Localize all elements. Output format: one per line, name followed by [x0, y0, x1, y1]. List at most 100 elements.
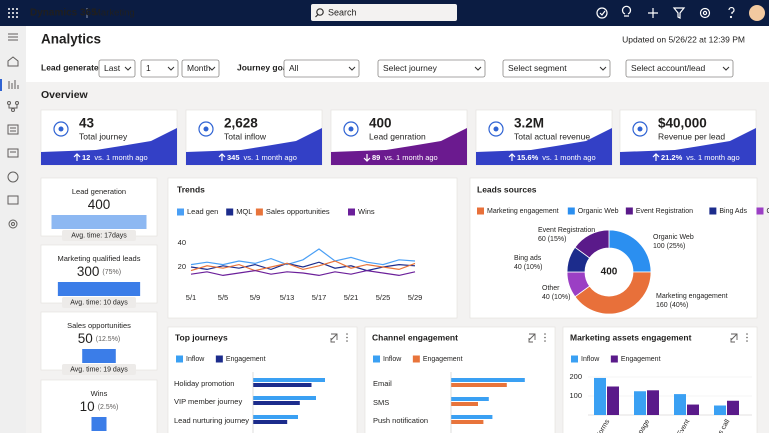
trends-card [167, 177, 458, 319]
funnel-bar [91, 417, 107, 431]
legend-swatch [176, 355, 183, 363]
kpi-icon [488, 121, 504, 137]
donut-total: 400 [601, 267, 618, 278]
updated-time: Updated on 5/26/22 at 12:39 PM [622, 34, 745, 44]
more-dot[interactable] [746, 340, 748, 342]
kpi-value: 400 [369, 116, 392, 131]
dropdown[interactable] [377, 59, 486, 78]
more-dot[interactable] [544, 336, 546, 339]
category-label: Email [373, 379, 392, 388]
avatar[interactable] [749, 5, 765, 21]
slice-name: Marketing engagement [656, 293, 728, 300]
dropdown-chevron [167, 66, 175, 71]
dropdown[interactable] [625, 59, 734, 78]
kpi-comparison: vs. 1 month ago [94, 153, 147, 162]
bar [253, 401, 300, 405]
kpi-label: Lead genration [369, 131, 426, 141]
bar [253, 420, 288, 424]
more-dot[interactable] [746, 336, 748, 339]
kpi-icon [632, 121, 648, 137]
legend-label: Inflow [383, 356, 402, 363]
funnel-bar [82, 349, 116, 363]
dropdown-value: Select segment [508, 63, 567, 73]
dropdown-value: Last [104, 63, 121, 73]
kpi-label: Total inflow [224, 131, 267, 141]
dropdown[interactable] [98, 59, 136, 78]
nav-icons[interactable] [7, 33, 19, 229]
kpi-change-value: 345 [227, 153, 240, 162]
bar [451, 378, 525, 382]
bar [687, 404, 699, 415]
expand-icon[interactable] [730, 333, 738, 343]
slice-name: Organic Web [653, 234, 694, 241]
search-box[interactable] [311, 4, 457, 21]
legend-swatch [348, 208, 355, 216]
more-dot[interactable] [346, 336, 348, 339]
category-label: VIP member journey [174, 397, 242, 406]
bar [451, 415, 493, 419]
slice-value: 60 (15%) [538, 236, 566, 243]
more-dot[interactable] [544, 340, 546, 342]
funnel-value: 400 [88, 197, 111, 212]
kpi-change: 89 vs. 1 month ago [372, 153, 438, 162]
slice-name: Other [542, 285, 560, 292]
legend-label: Other [766, 208, 769, 215]
kpi-label: Revenue per lead [658, 131, 725, 141]
x-tick-label: 5/13 [280, 293, 295, 302]
dropdown-value: Select journey [383, 63, 438, 73]
dropdown-chevron [722, 66, 730, 71]
funnel-percent: (75%) [102, 269, 121, 276]
trend-line [190, 248, 416, 266]
dropdown-chevron [124, 66, 132, 71]
legend-label: Engagement [226, 356, 266, 363]
y-tick-label: 40 [178, 238, 186, 247]
more-dot[interactable] [746, 333, 748, 335]
kpi-change-value: 12 [82, 153, 90, 162]
legend-label: MQL [236, 207, 252, 216]
more-dot[interactable] [544, 333, 546, 335]
y-tick-label: 20 [178, 262, 186, 271]
dropdown-value: All [289, 63, 299, 73]
topbar-icons[interactable] [596, 5, 735, 19]
app-launcher[interactable] [8, 8, 18, 18]
funnel-value: 300 [77, 264, 100, 279]
funnel-percent: (12.5%) [96, 336, 121, 343]
kpi-comparison: vs. 1 month ago [384, 153, 437, 162]
legend-label: Bing Ads [719, 208, 747, 215]
funnel-label: Marketing qualified leads [58, 254, 141, 263]
dropdown[interactable] [140, 59, 179, 78]
bar [727, 400, 739, 415]
legend-label: Event Registration [636, 208, 693, 215]
legend-label: Inflow [186, 356, 205, 363]
legend-swatch [756, 207, 764, 215]
funnel-label: Wins [91, 389, 108, 398]
kpi-comparison: vs. 1 month ago [686, 153, 739, 162]
legend-swatch [177, 208, 184, 216]
legend-label: Marketing engagement [487, 208, 559, 215]
trend-line [190, 269, 416, 277]
x-tick-label: 5/1 [186, 293, 196, 302]
card-title: Top journeys [175, 332, 228, 342]
more-dot[interactable] [346, 340, 348, 342]
legend-swatch [255, 208, 263, 216]
dropdown[interactable] [502, 59, 611, 78]
category-label: Push notification [373, 416, 428, 425]
funnel-percent: (2.5%) [98, 404, 119, 411]
kpi-value: 43 [79, 116, 95, 131]
kpi-change: 12 vs. 1 month ago [82, 153, 148, 162]
kpi-arrow [218, 153, 226, 161]
more-dot[interactable] [346, 333, 348, 335]
bar [253, 415, 298, 419]
assets_engagement-card [562, 326, 758, 433]
dropdown[interactable] [181, 59, 220, 78]
expand-icon[interactable] [330, 333, 338, 343]
dropdown-value: Select account/lead [631, 63, 705, 73]
expand-icon[interactable] [528, 333, 536, 343]
dropdown[interactable] [283, 59, 360, 78]
funnel-value-text: 50 (12.5%) [78, 331, 121, 346]
avg-time-pill [62, 297, 136, 308]
x-tick-label: 5/5 [218, 293, 228, 302]
legend-label: Inflow [581, 356, 600, 363]
kpi-value: 3.2M [514, 116, 544, 131]
